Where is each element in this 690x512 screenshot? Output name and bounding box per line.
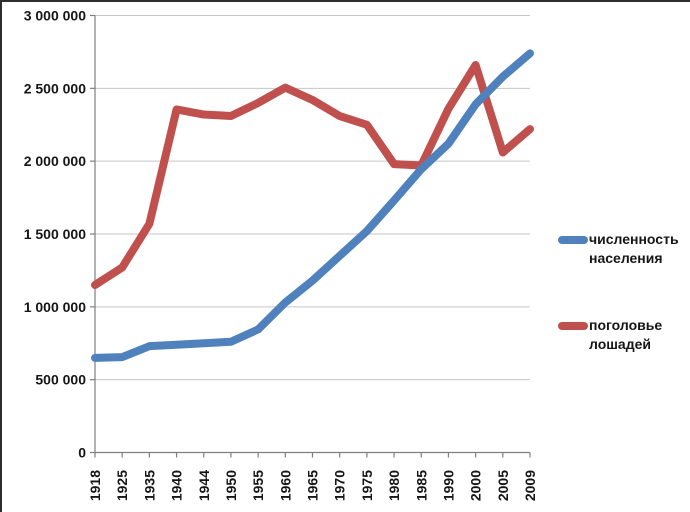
- legend-label-horses: поголовье лошадей: [589, 317, 663, 352]
- x-tick-label: 1940: [169, 470, 185, 501]
- series-line-population: [91, 49, 534, 362]
- legend-item-horses: поголовье лошадей: [558, 316, 690, 354]
- x-tick-label: 1980: [386, 470, 402, 501]
- x-tick-label: 2000: [468, 470, 484, 501]
- y-tick-label: 2 000 000: [24, 153, 86, 169]
- legend-label-population: численность населения: [589, 231, 679, 266]
- legend-marker-population-icon: [558, 236, 588, 244]
- y-tick-label: 0: [78, 445, 86, 461]
- legend-marker-horses-icon: [558, 322, 588, 330]
- series-line-horses: [91, 61, 534, 289]
- legend-item-population: численность населения: [558, 230, 690, 268]
- x-tick-label: 2009: [522, 470, 538, 501]
- x-tick-label: 1985: [413, 470, 429, 501]
- x-tick-label: 1955: [250, 470, 266, 501]
- x-tick-label: 1944: [196, 470, 212, 501]
- y-tick-label: 1 000 000: [24, 299, 86, 315]
- x-tick-label: 1975: [359, 470, 375, 501]
- x-tick-label: 1925: [114, 470, 130, 501]
- x-tick-label: 1950: [223, 470, 239, 501]
- x-tick-label: 1918: [87, 470, 103, 501]
- y-tick-label: 500 000: [35, 372, 86, 388]
- y-tick-label: 2 500 000: [24, 80, 86, 96]
- y-tick-label: 1 500 000: [24, 226, 86, 242]
- x-tick-label: 1990: [440, 470, 456, 501]
- x-tick-label: 1935: [141, 470, 157, 501]
- y-tick-label: 3 000 000: [24, 8, 86, 24]
- x-tick-label: 1965: [305, 470, 321, 501]
- x-tick-label: 1970: [332, 470, 348, 501]
- x-tick-label: 2005: [495, 470, 511, 501]
- x-tick-label: 1960: [277, 470, 293, 501]
